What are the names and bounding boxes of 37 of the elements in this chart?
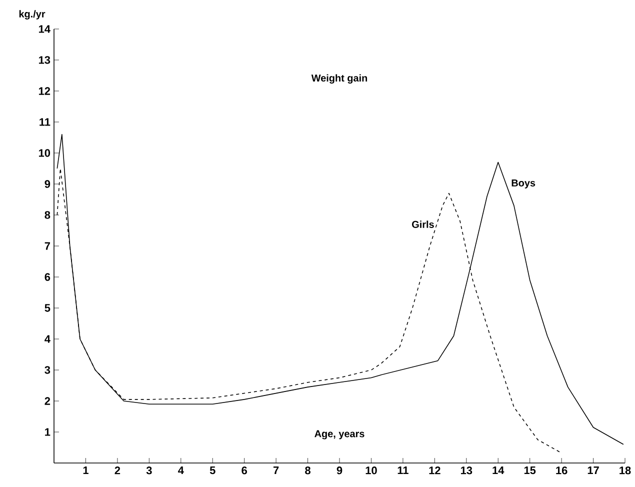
- text: Weight gain: [311, 74, 368, 84]
- y-tick-label: 13: [38, 56, 50, 64]
- x-tick-label: 10: [366, 466, 377, 474]
- y-tick-label: 4: [44, 335, 50, 343]
- x-tick-label: 13: [460, 466, 472, 474]
- y-tick-label: 1: [45, 428, 50, 436]
- x-tick-label: 12: [429, 466, 440, 474]
- x-tick-label: 18: [620, 466, 631, 474]
- y-tick-label: 3: [44, 366, 50, 374]
- x-tick-label: 17: [588, 466, 599, 474]
- x-tick-label: 14: [492, 466, 504, 474]
- y-tick-label: 12: [38, 87, 50, 95]
- y-tick-label: 14: [38, 25, 50, 33]
- y-tick-label: 8: [44, 211, 50, 219]
- x-tick-label: 6: [242, 466, 247, 474]
- x-tick-label: 15: [524, 466, 536, 474]
- x-tick-label: 9: [336, 466, 342, 474]
- y-tick-label: 5: [44, 304, 50, 312]
- x-axis-title: Age, years: [314, 430, 364, 440]
- x-tick-label: 3: [146, 466, 152, 474]
- x-tick-label: 7: [273, 466, 279, 474]
- x-tick-label: 8: [305, 466, 310, 474]
- x-tick-label: 1: [83, 466, 88, 474]
- x-tick-label: 2: [114, 466, 120, 474]
- y-tick-label: 11: [40, 118, 50, 126]
- x-tick-label: 4: [178, 466, 184, 474]
- x-tick-label: 11: [398, 466, 408, 474]
- series-label: Boys: [512, 180, 536, 188]
- y-axis-title: kg./yr: [19, 10, 46, 20]
- y-tick-label: 7: [44, 242, 50, 250]
- series-label: Girls: [412, 220, 434, 228]
- x-tick-label: 5: [210, 466, 216, 474]
- y-tick-label: 10: [38, 149, 50, 157]
- y-tick-label: 6: [44, 273, 50, 281]
- y-tick-label: 2: [44, 397, 50, 405]
- y-tick-label: 9: [44, 180, 50, 188]
- x-tick-label: 16: [556, 466, 568, 474]
